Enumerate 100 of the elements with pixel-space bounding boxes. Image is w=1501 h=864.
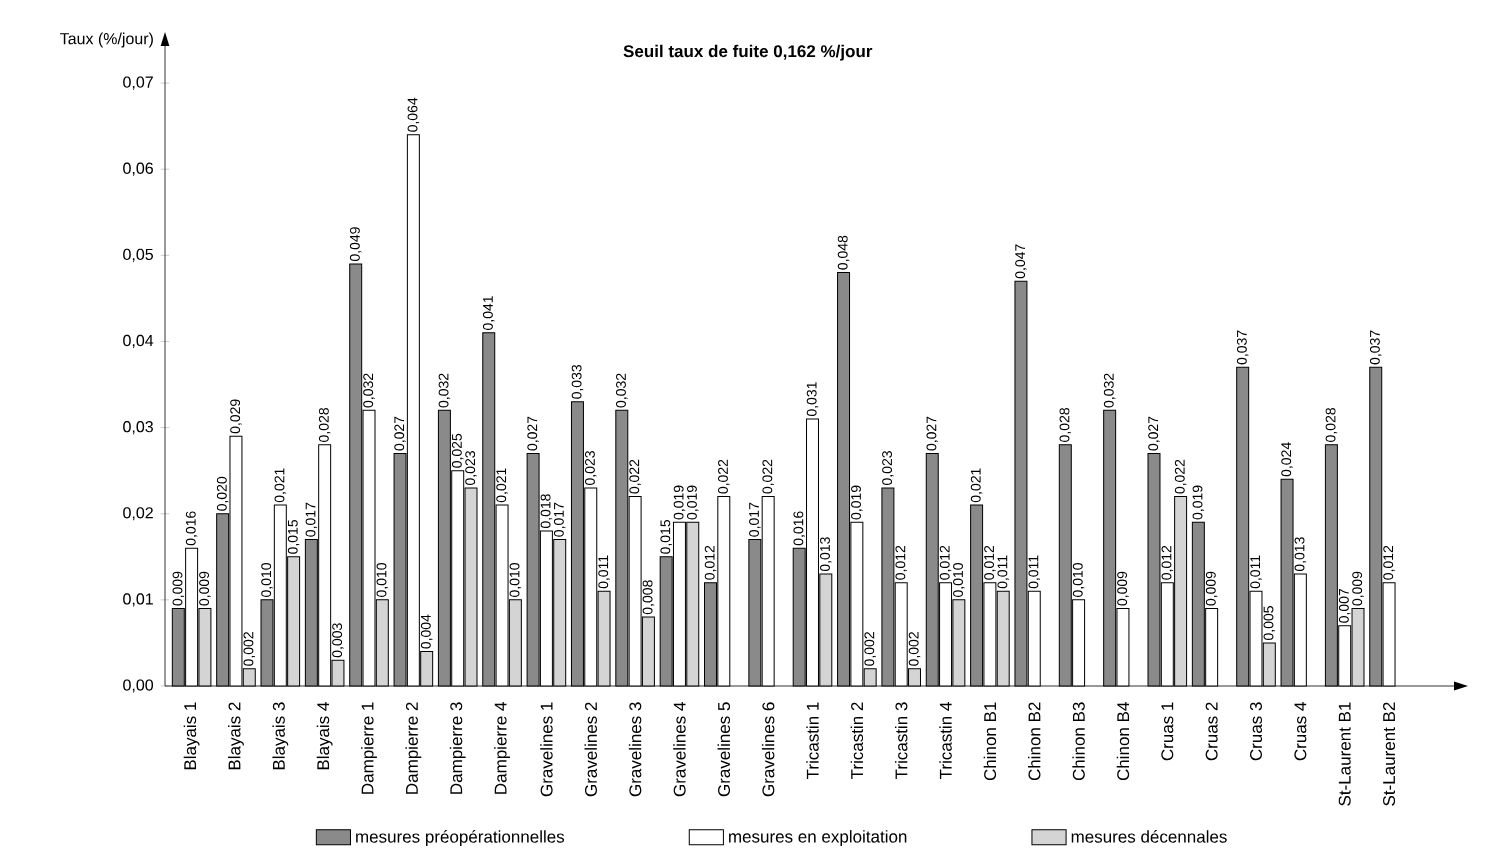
- data-label: 0,012: [1383, 545, 1395, 580]
- data-label: 0,010: [261, 562, 273, 597]
- x-tick-label: Dampierre 3: [449, 702, 466, 794]
- x-tick-label: Cruas 4: [1294, 702, 1307, 761]
- data-label: 0,048: [837, 235, 850, 270]
- y-axis-title: Taux (%/jour): [60, 32, 153, 48]
- x-tick-label: Gravelines 4: [673, 702, 686, 797]
- y-tick-label: 0,05: [123, 248, 153, 262]
- data-label: 0,021: [274, 468, 287, 503]
- x-tick-label: Tricastin 1: [806, 702, 819, 780]
- data-label: 0,022: [762, 459, 774, 494]
- data-label: 0,027: [527, 416, 539, 451]
- data-label: 0,019: [851, 485, 863, 520]
- data-label: 0,011: [598, 555, 610, 589]
- data-label: 0,049: [349, 227, 362, 262]
- data-label: 0,019: [1192, 485, 1205, 520]
- data-label: 0,023: [882, 451, 894, 485]
- data-label: 0,027: [926, 416, 939, 451]
- legend-label: mesures en exploitation: [729, 830, 907, 846]
- data-label: 0,009: [199, 571, 211, 606]
- data-label: 0,018: [540, 494, 553, 529]
- data-label: 0,012: [939, 545, 952, 580]
- data-label: 0,012: [1161, 545, 1174, 580]
- x-tick-label: Chinon B4: [1116, 702, 1130, 781]
- data-label: 0,010: [509, 562, 522, 597]
- legend-label: mesures décennales: [1071, 830, 1227, 843]
- data-label: 0,028: [1325, 408, 1338, 442]
- x-tick-label: Dampierre 2: [405, 702, 422, 794]
- x-tick-label: Cruas 2: [1205, 702, 1218, 761]
- data-label: 0,024: [1281, 442, 1293, 477]
- x-tick-label: Blayais 2: [228, 702, 244, 770]
- data-label: 0,009: [1117, 571, 1129, 606]
- data-label: 0,011: [1028, 555, 1041, 589]
- x-tick-label: Dampierre 4: [494, 702, 510, 794]
- data-label: 0,032: [616, 373, 628, 408]
- x-tick-label: Cruas 3: [1249, 702, 1263, 761]
- x-tick-label: St-Laurent B1: [1338, 702, 1351, 806]
- x-tick-label: Chinon B3: [1072, 702, 1085, 781]
- x-tick-label: Dampierre 1: [361, 702, 377, 794]
- data-label: 0,012: [895, 545, 907, 580]
- y-tick-label: 0,04: [123, 334, 154, 349]
- x-tick-label: Chinon B1: [983, 702, 997, 781]
- data-label: 0,003: [332, 623, 344, 658]
- data-label: 0,002: [243, 632, 256, 666]
- x-tick-label: Gravelines 1: [540, 702, 553, 797]
- data-label: 0,064: [407, 97, 420, 132]
- data-label: 0,011: [1250, 555, 1262, 589]
- y-tick-label: 0,06: [123, 162, 153, 176]
- data-label: 0,016: [185, 511, 198, 546]
- chart-title: Seuil taux de fuite 0,162 %/jour: [623, 44, 873, 61]
- y-tick-label: 0,01: [123, 593, 153, 607]
- x-tick-label: Cruas 1: [1161, 702, 1174, 761]
- data-label: 0,029: [230, 399, 242, 434]
- data-label: 0,017: [749, 502, 761, 537]
- x-tick-label: Gravelines 2: [584, 702, 597, 797]
- data-label: 0,002: [864, 632, 876, 666]
- legend-label: mesures préopérationnelles: [356, 830, 565, 847]
- data-label: 0,027: [1148, 416, 1160, 451]
- y-tick-label: 0,00: [123, 679, 154, 693]
- data-label: 0,009: [1205, 571, 1218, 606]
- data-label: 0,009: [172, 571, 185, 606]
- y-tick-label: 0,02: [123, 507, 153, 521]
- data-label: 0,022: [629, 459, 641, 494]
- data-label: 0,037: [1236, 330, 1249, 365]
- x-tick-label: Gravelines 6: [761, 702, 775, 797]
- data-label: 0,019: [687, 485, 699, 520]
- data-label: 0,022: [1174, 459, 1187, 494]
- data-label: 0,021: [970, 468, 983, 503]
- data-label: 0,033: [571, 364, 584, 399]
- data-label: 0,010: [1072, 562, 1085, 597]
- data-label: 0,015: [660, 519, 672, 554]
- x-tick-label: Blayais 4: [316, 702, 333, 770]
- data-label: 0,004: [420, 614, 433, 649]
- data-label: 0,027: [394, 416, 406, 451]
- y-tick-label: 0,03: [123, 421, 153, 435]
- data-label: 0,037: [1369, 330, 1382, 365]
- x-tick-label: Blayais 3: [272, 702, 289, 770]
- data-label: 0,028: [1059, 408, 1072, 442]
- data-label: 0,005: [1263, 606, 1276, 640]
- x-tick-label: Blayais 1: [183, 702, 200, 770]
- data-label: 0,023: [465, 451, 477, 485]
- data-label: 0,008: [642, 580, 655, 615]
- y-tick-label: 0,07: [123, 76, 153, 90]
- x-tick-label: Tricastin 3: [894, 702, 908, 780]
- data-label: 0,013: [820, 537, 832, 572]
- data-label: 0,011: [997, 555, 1009, 589]
- data-label: 0,009: [1352, 571, 1364, 606]
- data-label: 0,032: [363, 373, 375, 408]
- data-label: 0,028: [318, 408, 331, 442]
- data-label: 0,017: [553, 502, 566, 537]
- data-label: 0,047: [1015, 244, 1027, 279]
- data-label: 0,025: [451, 433, 464, 468]
- x-tick-label: Tricastin 2: [850, 702, 864, 780]
- data-label: 0,013: [1294, 537, 1307, 572]
- data-label: 0,019: [673, 485, 686, 520]
- data-label: 0,002: [908, 632, 921, 666]
- data-label: 0,012: [704, 545, 717, 580]
- data-label: 0,022: [718, 459, 730, 494]
- data-label: 0,010: [953, 562, 965, 597]
- data-label: 0,021: [496, 468, 508, 503]
